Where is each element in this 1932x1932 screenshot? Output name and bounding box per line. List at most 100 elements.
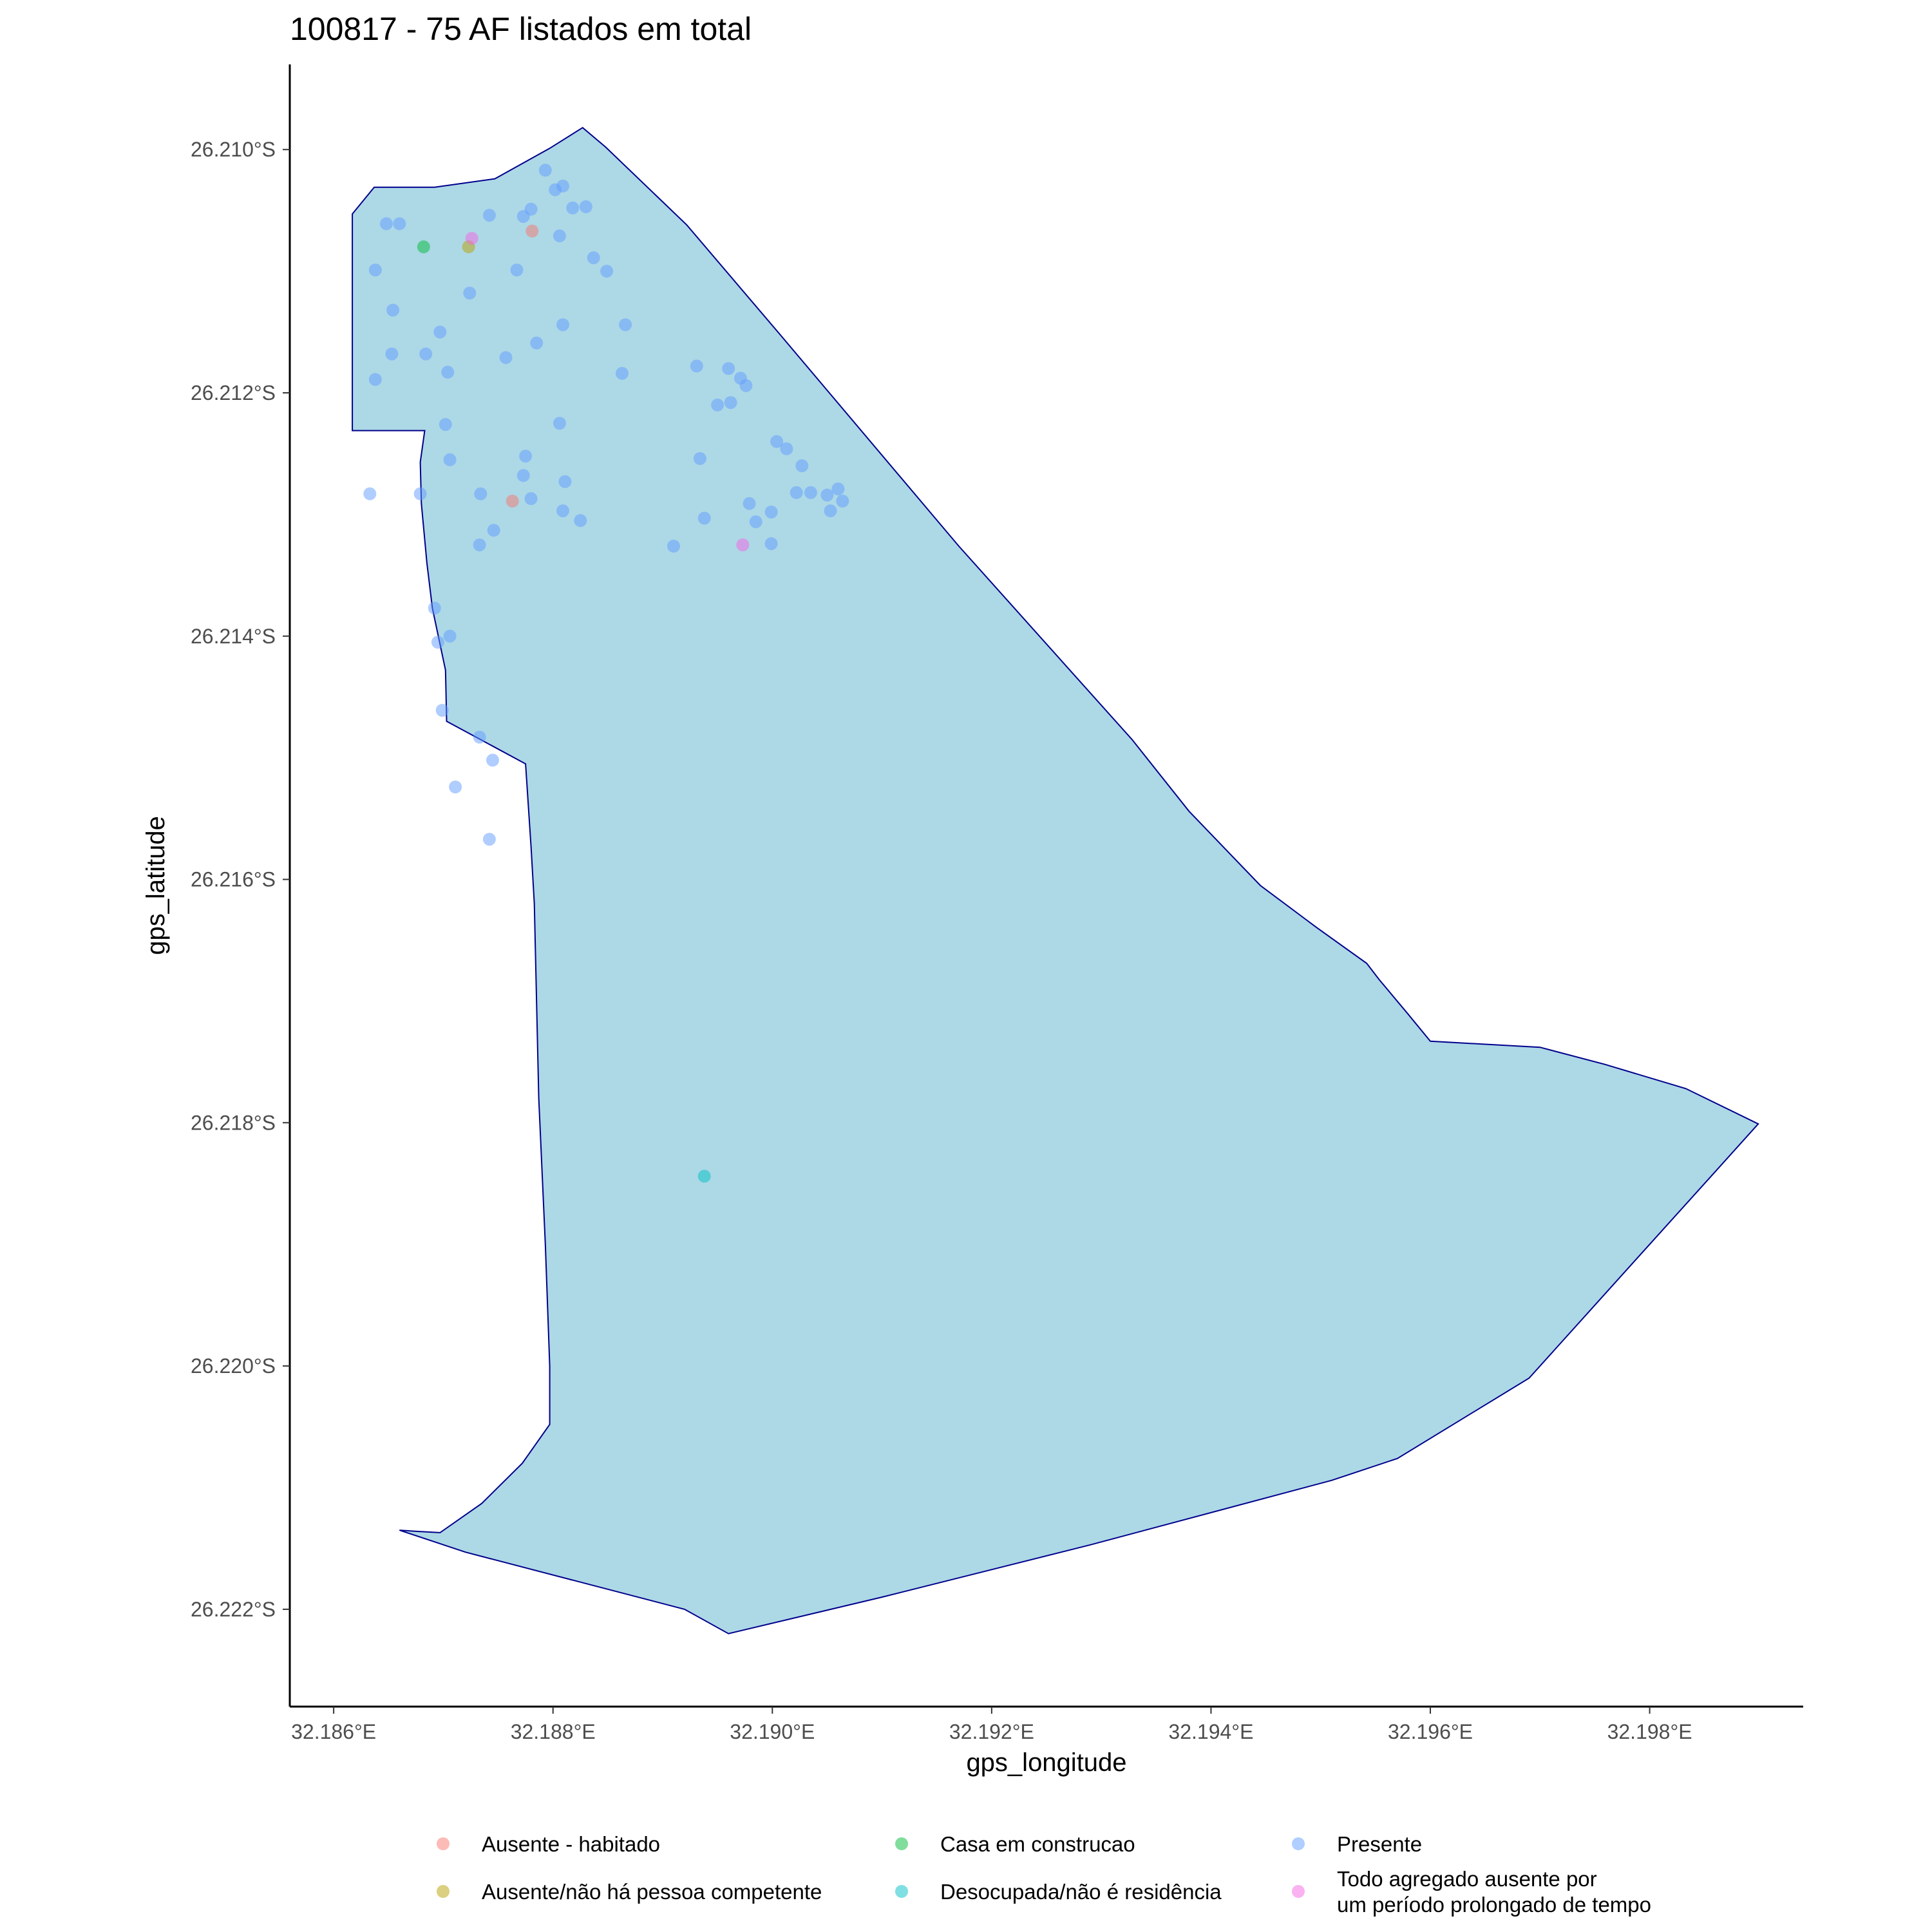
legend-key [895, 1837, 908, 1850]
data-point [553, 229, 566, 243]
data-point [463, 287, 477, 300]
data-point [439, 418, 452, 431]
data-point [428, 601, 441, 615]
x-tick-label: 32.192°E [949, 1720, 1034, 1743]
data-point [443, 453, 457, 466]
data-point [697, 511, 711, 525]
y-tick-label: 26.220°S [191, 1354, 276, 1378]
data-point [433, 325, 447, 339]
x-tick-label: 32.198°E [1607, 1720, 1692, 1743]
data-point [764, 537, 778, 551]
y-tick-label: 26.218°S [191, 1111, 276, 1134]
legend-label: Desocupada/não é residência [940, 1880, 1222, 1904]
legend-label-line: Todo agregado ausente por [1337, 1867, 1597, 1891]
data-point [549, 183, 562, 196]
data-point [386, 303, 400, 317]
data-point [724, 396, 737, 410]
series-group [506, 224, 539, 508]
series-group [697, 1170, 711, 1183]
data-point [431, 636, 444, 649]
data-point [516, 469, 530, 482]
data-point [616, 366, 629, 380]
legend-key [437, 1837, 450, 1850]
legend-label: Presente [1337, 1832, 1422, 1856]
data-point [524, 492, 538, 506]
axis-ticks: 32.186°E 32.188°E 32.190°E 32.192°E 32.194°E… [191, 138, 1692, 1743]
data-point [736, 538, 750, 552]
data-point [473, 538, 486, 552]
data-point [697, 1170, 711, 1183]
data-point [499, 351, 513, 365]
legend-item: Desocupada/não é residência [895, 1880, 1222, 1904]
data-point [690, 359, 703, 373]
y-tick-label: 26.212°S [191, 381, 276, 404]
data-point [831, 482, 845, 496]
y-tick-label: 26.210°S [191, 138, 276, 161]
x-tick-label: 32.194°E [1168, 1720, 1253, 1743]
data-point [413, 487, 427, 500]
data-point [419, 347, 433, 361]
data-point [722, 362, 735, 375]
y-axis-title: gps_latitude [142, 816, 170, 955]
legend-key [1292, 1885, 1305, 1898]
legend-label: Ausente/não há pessoa competente [482, 1880, 822, 1904]
data-point [566, 201, 580, 214]
series-group [417, 240, 430, 254]
data-point [587, 251, 600, 265]
plot-panel [352, 126, 1759, 1634]
data-point [764, 506, 778, 519]
enumeration-area-boundary [352, 126, 1759, 1634]
series-group [465, 232, 750, 552]
data-point [368, 263, 382, 277]
data-point [711, 398, 724, 412]
x-tick-label: 32.188°E [511, 1720, 596, 1743]
legend-label: Casa em construcao [940, 1832, 1135, 1856]
data-point [510, 263, 524, 277]
data-point [795, 459, 809, 473]
data-point [487, 524, 500, 537]
data-point [558, 475, 572, 488]
legend-label: Todo agregado ausente por um período prol… [1337, 1867, 1651, 1917]
data-point [804, 486, 817, 499]
legend-item: Presente [1292, 1832, 1422, 1856]
data-point [449, 781, 462, 793]
data-point [473, 730, 486, 744]
legend-key [895, 1885, 908, 1898]
data-point [553, 417, 566, 430]
data-point [482, 833, 496, 846]
series-group [363, 164, 849, 846]
data-point [443, 629, 457, 643]
data-point [435, 704, 449, 717]
data-point [530, 336, 544, 350]
legend-item: Casa em construcao [895, 1832, 1135, 1856]
data-point [574, 514, 587, 527]
y-tick-label: 26.216°S [191, 868, 276, 891]
data-point [743, 497, 756, 510]
data-point [739, 379, 753, 392]
data-point [667, 540, 680, 553]
data-point [749, 515, 762, 529]
data-point [820, 488, 834, 502]
data-point [385, 347, 399, 361]
data-point [770, 435, 784, 448]
data-point [519, 450, 533, 463]
data-point [393, 217, 406, 231]
legend-item: Todo agregado ausente por um período prol… [1292, 1867, 1651, 1917]
y-tick-label: 26.214°S [191, 625, 276, 648]
data-point [474, 487, 488, 500]
data-point [790, 486, 803, 499]
data-point [538, 164, 552, 177]
data-point [780, 442, 793, 455]
data-point [417, 240, 430, 254]
legend-item: Ausente - habitado [437, 1832, 660, 1856]
data-point [824, 504, 837, 518]
legend-key [437, 1885, 450, 1898]
data-point [556, 504, 569, 518]
y-tick-label: 26.222°S [191, 1598, 276, 1621]
x-axis-title: gps_longitude [966, 1748, 1126, 1777]
legend-key [1292, 1837, 1305, 1850]
data-point [600, 265, 614, 278]
data-point [516, 210, 530, 223]
data-point [441, 365, 455, 379]
